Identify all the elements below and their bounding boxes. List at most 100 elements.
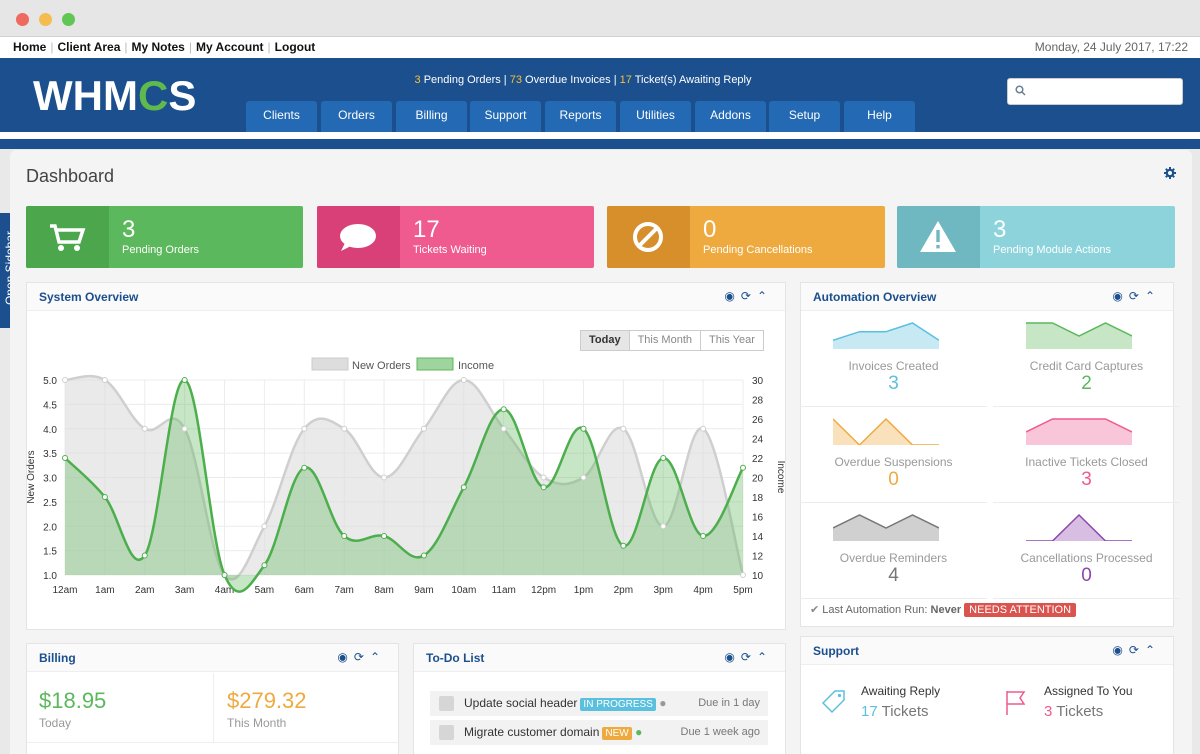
pending-orders-alert[interactable]: Pending Orders (423, 74, 501, 86)
refresh-icon[interactable]: ⟳ (740, 650, 757, 664)
refresh-icon[interactable]: ⟳ (740, 289, 757, 303)
tickets-waiting-stat[interactable]: 17 Tickets Waiting (317, 206, 594, 268)
data-point (341, 533, 348, 539)
data-point (261, 562, 268, 569)
hide-eye-icon[interactable]: ◉ (724, 650, 741, 664)
page-title: Dashboard (26, 166, 115, 186)
range-this-year-button[interactable]: This Year (709, 334, 755, 346)
gear-icon[interactable] (1164, 167, 1176, 182)
collapse-chevron-icon[interactable]: ⌃ (756, 289, 773, 303)
pending-module-actions-stat[interactable]: 3 Pending Module Actions (897, 206, 1175, 268)
overdue-invoices-alert[interactable]: Overdue Invoices (525, 74, 611, 86)
client-area-link[interactable]: Client Area (57, 40, 121, 54)
close-window-button[interactable] (16, 13, 29, 26)
hide-eye-icon[interactable]: ◉ (1112, 643, 1129, 657)
refresh-icon[interactable]: ⟳ (1128, 289, 1145, 303)
automation-value[interactable]: 3 (888, 373, 899, 394)
nav-utilities[interactable]: Utilities (620, 101, 691, 132)
x-tick-label: 10am (451, 585, 476, 596)
my-account-link[interactable]: My Account (195, 40, 264, 54)
home-link[interactable]: Home (13, 40, 47, 54)
collapse-chevron-icon[interactable]: ⌃ (756, 650, 773, 664)
y2-tick-label: 24 (752, 435, 764, 446)
sparkline (1026, 513, 1132, 541)
refresh-icon[interactable]: ⟳ (1128, 643, 1145, 657)
tickets-awaiting-alert[interactable]: Ticket(s) Awaiting Reply (634, 74, 752, 86)
billing-month-label: This Month (227, 716, 287, 730)
sparkline (833, 417, 939, 445)
x-tick-label: 1pm (574, 585, 593, 596)
automation-value[interactable]: 0 (888, 469, 899, 490)
y-tick-label: 1.5 (43, 547, 57, 558)
hide-eye-icon[interactable]: ◉ (1112, 289, 1129, 303)
refresh-icon[interactable]: ⟳ (353, 650, 370, 664)
todo-item[interactable]: Update social header IN PROGRESS ● Due in… (430, 691, 768, 716)
y2-tick-label: 16 (752, 513, 764, 524)
search-icon (1015, 85, 1026, 96)
search-input[interactable] (1007, 78, 1183, 105)
user-icon: ● (635, 725, 643, 739)
data-point (620, 542, 627, 549)
y-tick-label: 1.0 (43, 571, 57, 582)
series-line-income (64, 378, 745, 593)
status-badge: IN PROGRESS (580, 698, 656, 711)
data-point (660, 523, 667, 530)
range-today-button[interactable]: Today (581, 331, 630, 350)
collapse-chevron-icon[interactable]: ⌃ (1144, 643, 1161, 657)
nav-support[interactable]: Support (470, 101, 541, 132)
y-tick-label: 2.0 (43, 522, 57, 533)
current-date: Monday, 24 July 2017, 17:22 (1034, 40, 1188, 54)
data-point (221, 572, 228, 578)
automation-value[interactable]: 0 (1081, 565, 1092, 586)
data-point (62, 377, 68, 383)
y2-tick-label: 22 (752, 454, 764, 465)
nav-clients[interactable]: Clients (246, 101, 317, 132)
nav-billing[interactable]: Billing (396, 101, 467, 132)
needs-attention-badge[interactable]: NEEDS ATTENTION (964, 603, 1077, 617)
x-tick-label: 7am (334, 585, 353, 596)
y-tick-label: 5.0 (43, 376, 57, 387)
data-point (381, 474, 388, 481)
minimize-window-button[interactable] (39, 13, 52, 26)
logout-link[interactable]: Logout (274, 40, 316, 54)
data-point (101, 377, 108, 383)
y2-axis-label: Income (775, 461, 786, 494)
awaiting-reply-count[interactable]: 17 Tickets (861, 703, 929, 720)
data-point (420, 552, 427, 559)
pending-orders-stat[interactable]: 3 Pending Orders (26, 206, 303, 268)
hide-eye-icon[interactable]: ◉ (724, 289, 741, 303)
warning-icon (897, 206, 980, 268)
whmcs-logo[interactable]: WHMCS (33, 72, 197, 119)
assigned-count[interactable]: 3 Tickets (1044, 703, 1104, 720)
y2-tick-label: 14 (752, 532, 764, 543)
sparkline (1026, 418, 1132, 445)
todo-item[interactable]: Migrate customer domain NEW ● Due 1 week … (430, 720, 768, 745)
automation-value[interactable]: 4 (888, 565, 899, 586)
nav-help[interactable]: Help (844, 101, 915, 132)
hide-eye-icon[interactable]: ◉ (337, 650, 354, 664)
chart-legend: New Orders Income (311, 357, 494, 372)
nav-orders[interactable]: Orders (321, 101, 392, 132)
pending-cancellations-stat[interactable]: 0 Pending Cancellations (607, 206, 885, 268)
nav-addons[interactable]: Addons (695, 101, 766, 132)
legend-swatch-new-orders (311, 357, 349, 371)
todo-checkbox[interactable] (439, 696, 454, 711)
maximize-window-button[interactable] (62, 13, 75, 26)
data-point (540, 484, 547, 491)
y-axis-label: New Orders (26, 450, 37, 503)
collapse-chevron-icon[interactable]: ⌃ (369, 650, 386, 664)
collapse-chevron-icon[interactable]: ⌃ (1144, 289, 1161, 303)
nav-setup[interactable]: Setup (769, 101, 840, 132)
todo-checkbox[interactable] (439, 725, 454, 740)
my-notes-link[interactable]: My Notes (131, 40, 185, 54)
gear-logo-icon: C (137, 72, 169, 119)
automation-value[interactable]: 2 (1081, 373, 1092, 394)
automation-cell-overdue-suspensions: Overdue Suspensions 0 (800, 407, 987, 503)
nav-reports[interactable]: Reports (545, 101, 616, 132)
check-circle-icon: ✔ (810, 604, 820, 616)
sparkline (833, 514, 939, 541)
data-point (141, 425, 148, 432)
automation-value[interactable]: 3 (1081, 469, 1092, 490)
range-this-month-button[interactable]: This Month (630, 331, 701, 350)
status-badge: NEW (602, 727, 632, 740)
